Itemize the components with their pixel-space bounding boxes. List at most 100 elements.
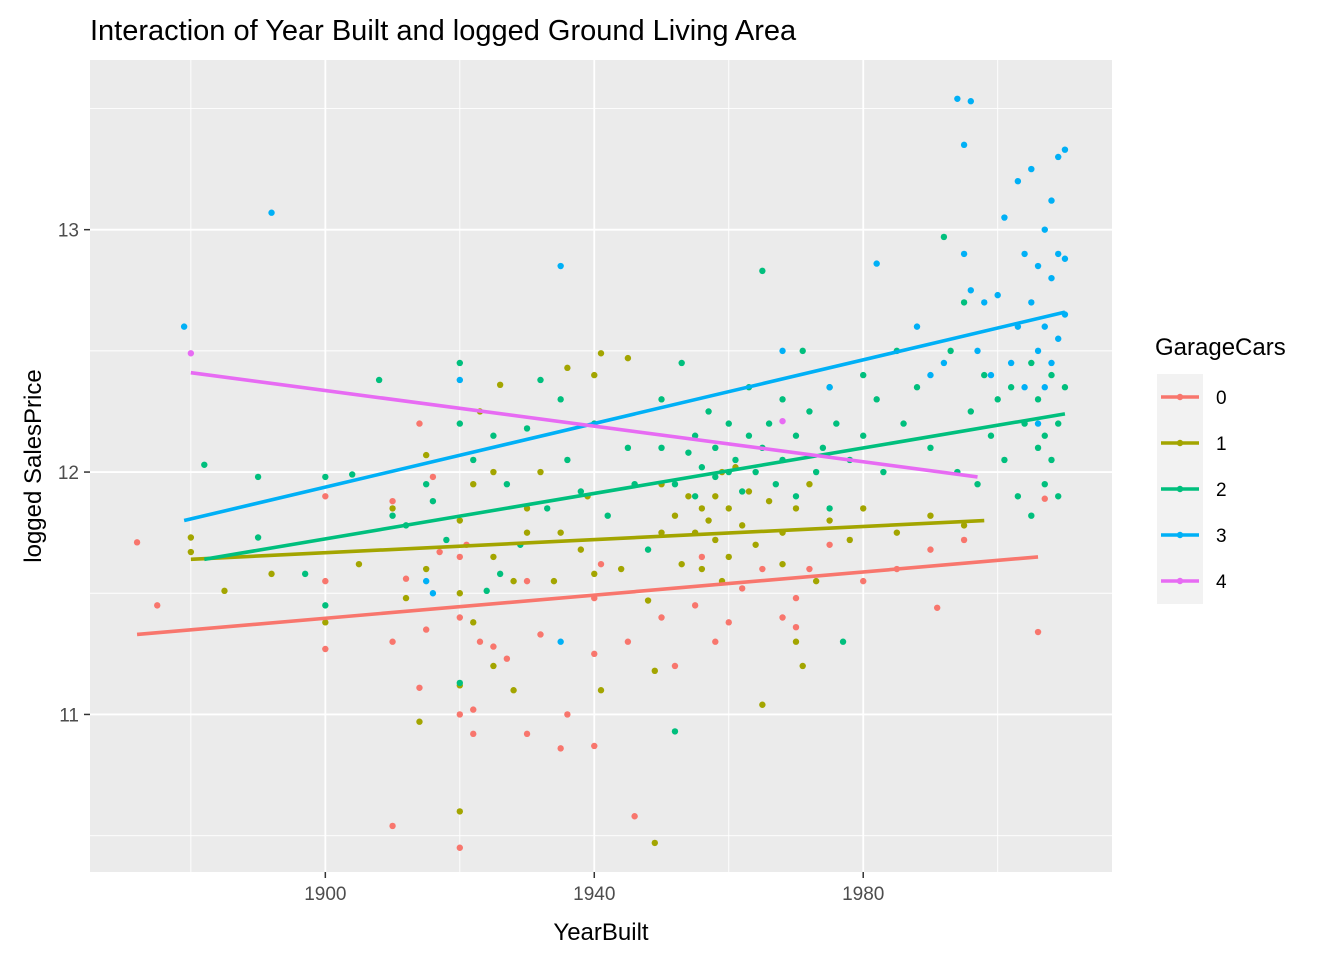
legend-label-garagecars-1: 1 [1216, 434, 1227, 455]
data-point-garagecars-2 [792, 432, 800, 439]
data-point-garagecars-0 [470, 706, 477, 713]
data-point-garagecars-3 [180, 323, 188, 330]
y-axis: 11 12 13 [58, 221, 90, 726]
data-point-garagecars-1 [893, 529, 901, 536]
data-point-garagecars-3 [1048, 274, 1055, 282]
data-point-garagecars-4 [779, 417, 786, 425]
x-tick-label: 1940 [573, 884, 615, 905]
data-point-garagecars-0 [456, 553, 464, 561]
data-point-garagecars-0 [456, 614, 464, 621]
data-point-garagecars-2 [624, 444, 632, 452]
data-point-garagecars-2 [819, 444, 827, 452]
data-point-garagecars-0 [960, 536, 968, 544]
legend: GarageCars 0 1 2 3 4 [1155, 334, 1286, 604]
data-point-garagecars-2 [349, 471, 356, 478]
data-point-garagecars-1 [860, 505, 867, 512]
data-point-garagecars-2 [732, 456, 739, 464]
data-point-garagecars-1 [591, 371, 598, 379]
data-point-garagecars-2 [705, 408, 712, 415]
data-point-garagecars-2 [839, 638, 847, 645]
data-point-garagecars-2 [1001, 456, 1008, 464]
data-point-garagecars-0 [523, 577, 531, 585]
data-point-garagecars-0 [402, 575, 410, 582]
data-point-garagecars-2 [833, 420, 840, 427]
data-point-garagecars-0 [322, 645, 329, 653]
data-point-garagecars-0 [597, 560, 605, 568]
data-point-garagecars-2 [544, 505, 551, 512]
data-point-garagecars-1 [510, 577, 517, 585]
data-point-garagecars-1 [523, 529, 531, 536]
data-point-garagecars-1 [651, 839, 658, 847]
data-point-garagecars-0 [456, 844, 464, 851]
data-point-garagecars-2 [201, 461, 208, 468]
data-point-garagecars-2 [987, 432, 995, 439]
data-point-garagecars-0 [322, 493, 329, 500]
data-point-garagecars-2 [880, 468, 887, 476]
data-point-garagecars-0 [1034, 628, 1042, 636]
legend-key-point [1176, 485, 1184, 493]
data-point-garagecars-0 [698, 553, 706, 561]
data-point-garagecars-1 [927, 512, 934, 519]
data-point-garagecars-1 [422, 451, 430, 459]
data-point-garagecars-0 [476, 638, 484, 645]
data-point-garagecars-2 [456, 359, 464, 367]
data-point-garagecars-2 [967, 408, 975, 415]
data-point-garagecars-0 [470, 730, 477, 738]
data-point-garagecars-0 [1041, 495, 1048, 502]
data-point-garagecars-2 [1007, 384, 1015, 391]
data-point-garagecars-2 [698, 464, 706, 471]
y-tick-label: 12 [58, 463, 79, 484]
data-point-garagecars-3 [1041, 384, 1048, 391]
data-point-garagecars-0 [725, 619, 732, 626]
data-point-garagecars-3 [779, 347, 786, 355]
data-point-garagecars-1 [624, 354, 632, 362]
data-point-garagecars-2 [671, 728, 679, 735]
data-point-garagecars-1 [402, 594, 410, 602]
data-point-garagecars-2 [745, 432, 753, 439]
legend-key-point [1176, 393, 1184, 401]
data-point-garagecars-2 [799, 347, 806, 355]
data-point-garagecars-2 [812, 468, 820, 476]
data-point-garagecars-2 [443, 536, 450, 544]
data-point-garagecars-1 [597, 350, 605, 357]
data-point-garagecars-1 [496, 381, 504, 388]
data-point-garagecars-1 [745, 488, 753, 495]
trend-lines [136, 310, 1066, 637]
data-point-garagecars-2 [685, 449, 692, 456]
data-point-garagecars-1 [510, 687, 517, 694]
data-point-garagecars-3 [1041, 323, 1048, 330]
data-point-garagecars-1 [490, 468, 497, 476]
data-point-garagecars-2 [1055, 493, 1062, 500]
data-point-garagecars-3 [557, 262, 564, 270]
data-point-garagecars-0 [557, 745, 564, 752]
data-point-garagecars-1 [187, 548, 195, 556]
data-point-garagecars-2 [1028, 359, 1035, 367]
data-point-garagecars-0 [429, 473, 437, 481]
data-point-garagecars-2 [671, 480, 679, 488]
data-point-garagecars-1 [422, 565, 430, 573]
data-point-garagecars-3 [873, 260, 880, 267]
data-point-garagecars-4 [187, 350, 195, 357]
data-point-garagecars-0 [792, 623, 800, 631]
data-point-garagecars-2 [900, 420, 907, 427]
data-point-garagecars-2 [1055, 420, 1062, 427]
legend-label-garagecars-2: 2 [1216, 480, 1227, 501]
data-point-garagecars-2 [490, 432, 497, 439]
data-point-garagecars-2 [913, 384, 921, 391]
data-point-garagecars-3 [1021, 384, 1028, 391]
data-point-garagecars-0 [591, 650, 598, 658]
data-point-garagecars-3 [826, 384, 833, 391]
data-point-garagecars-2 [523, 425, 531, 432]
data-point-garagecars-2 [604, 512, 611, 519]
data-point-garagecars-0 [927, 546, 934, 553]
data-point-garagecars-2 [301, 570, 309, 578]
data-point-garagecars-0 [154, 602, 161, 609]
data-point-garagecars-2 [644, 546, 652, 553]
data-point-garagecars-3 [967, 98, 975, 105]
data-point-garagecars-0 [422, 626, 430, 633]
data-point-garagecars-2 [1028, 512, 1035, 519]
data-point-garagecars-2 [537, 376, 544, 384]
data-point-garagecars-3 [994, 291, 1001, 299]
data-point-garagecars-1 [470, 619, 477, 626]
data-point-garagecars-2 [947, 347, 954, 355]
